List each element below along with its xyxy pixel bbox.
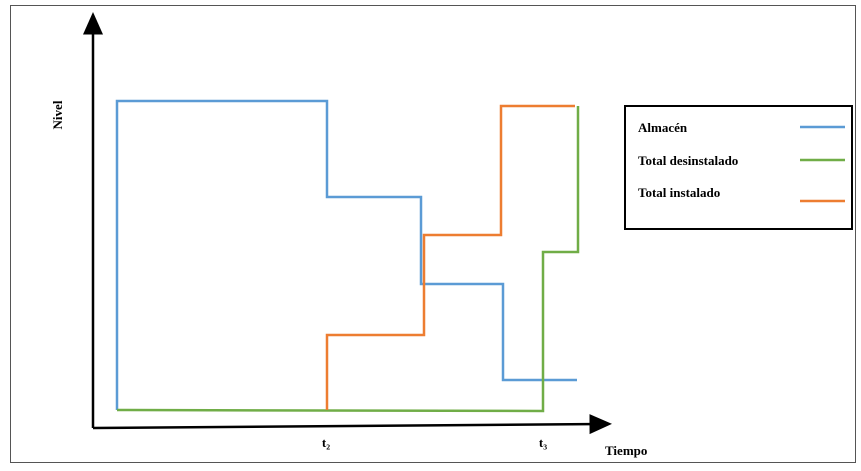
x-axis-label: Tiempo (605, 443, 647, 458)
x-mark-label: t₃ (539, 435, 547, 450)
y-axis-label: Nivel (50, 100, 65, 129)
desinstalado-line (116, 106, 580, 413)
almacen-line (115, 99, 577, 410)
legend-label: Almacén (638, 120, 688, 135)
x-axis (92, 414, 612, 435)
frame (10, 5, 856, 463)
legend-label: Total instalado (638, 185, 720, 200)
x-mark-label: t₂ (322, 435, 330, 450)
legend-label: Total desinstalado (638, 153, 738, 168)
instalado-line (325, 104, 575, 410)
